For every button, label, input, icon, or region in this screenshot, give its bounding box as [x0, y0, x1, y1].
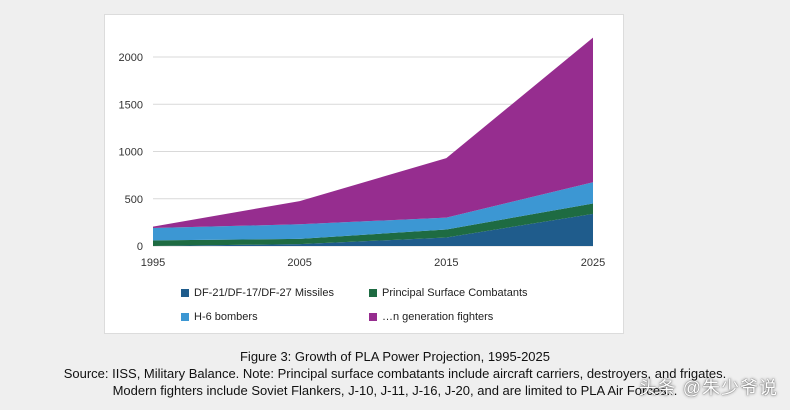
figure-caption-note: Modern fighters include Soviet Flankers,… [112, 383, 678, 398]
x-tick-label: 2005 [287, 257, 311, 269]
legend-label-surface-combatants: Principal Surface Combatants [382, 287, 528, 299]
y-tick-label: 500 [125, 194, 143, 206]
area-series-df-21-df-17-df-27-missiles [153, 213, 593, 246]
figure-caption-title: Figure 3: Growth of PLA Power Projection… [239, 349, 550, 364]
chart-card: 0 500 1000 1500 2000 1995 2005 2015 2025 DF-21/D… [104, 14, 624, 334]
legend-item-missiles: DF-21/DF-17/DF-27 Missiles [181, 287, 334, 299]
legend-item-fighters: …n generation fighters [369, 311, 493, 323]
area-series-h-6-bombers [153, 182, 593, 241]
legend-item-surface-combatants: Principal Surface Combatants [369, 287, 528, 299]
legend-label-fighters: …n generation fighters [382, 311, 494, 323]
area-series-n-generation-fighters [153, 37, 593, 229]
y-tick-label: 2000 [119, 52, 143, 64]
legend-swatch-fighters [369, 313, 377, 321]
stacked-area-chart: 0 500 1000 1500 2000 1995 2005 2015 2025 [119, 37, 605, 269]
legend-swatch-missiles [181, 289, 189, 297]
legend-label-h6-bombers: H-6 bombers [194, 311, 258, 323]
area-series-principal-surface-combatants [153, 203, 593, 246]
y-tick-label: 0 [137, 241, 143, 253]
y-tick-label: 1500 [119, 99, 143, 111]
legend-item-h6-bombers: H-6 bombers [181, 311, 258, 323]
legend-label-missiles: DF-21/DF-17/DF-27 Missiles [194, 287, 334, 299]
x-tick-label: 2025 [581, 257, 605, 269]
x-tick-label: 2015 [434, 257, 458, 269]
legend-swatch-surface-combatants [369, 289, 377, 297]
chart-legend: DF-21/DF-17/DF-27 Missiles Principal Sur… [181, 281, 611, 331]
x-tick-label: 1995 [141, 257, 165, 269]
figure-caption-source: Source: IISS, Military Balance. Note: Pr… [63, 366, 727, 381]
y-tick-label: 1000 [119, 147, 143, 159]
legend-swatch-h6-bombers [181, 313, 189, 321]
watermark: 头条 @朱少爷说 [638, 378, 778, 398]
